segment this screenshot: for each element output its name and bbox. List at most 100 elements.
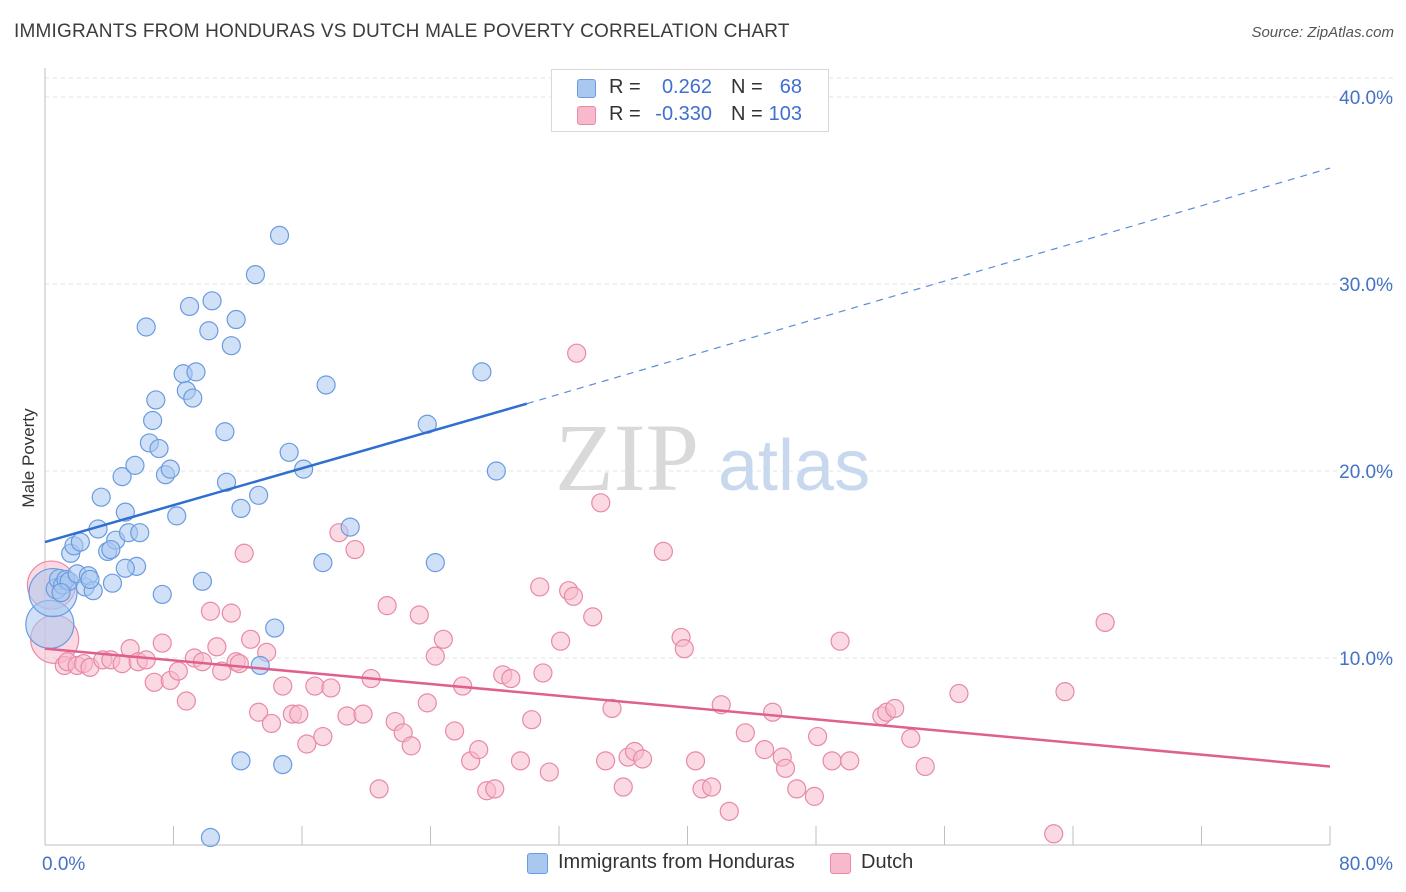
data-point-dutch	[176, 691, 196, 711]
data-point-honduras	[179, 296, 200, 317]
data-point-dutch	[685, 751, 706, 771]
data-point-dutch	[221, 603, 241, 623]
legend-swatch-dutch	[577, 106, 596, 125]
data-point-honduras	[101, 539, 121, 560]
tick-labels: 10.0% 20.0% 30.0% 40.0% 0.0% 80.0%	[42, 88, 1393, 875]
data-point-dutch	[885, 698, 905, 719]
legend-n-label: N =	[731, 76, 763, 98]
legend-r-label: R =	[609, 76, 641, 98]
data-point-dutch	[321, 678, 341, 698]
legend-row-dutch: R = -0.330 N = 103	[552, 102, 828, 128]
data-point-dutch	[613, 777, 633, 797]
watermark-zip: ZIP	[555, 404, 699, 511]
data-point-honduras	[486, 461, 506, 481]
legend-n-value: 68	[779, 76, 802, 98]
data-point-dutch	[787, 779, 807, 799]
data-point-honduras	[160, 459, 180, 479]
data-point-honduras	[316, 375, 336, 395]
data-point-honduras	[226, 309, 246, 330]
chart-title: IMMIGRANTS FROM HONDURAS VS DUTCH MALE P…	[14, 21, 790, 42]
data-point-dutch	[485, 779, 505, 799]
data-point-dutch	[212, 661, 232, 681]
data-point-honduras	[200, 827, 221, 848]
trendline-honduras-extension	[526, 167, 1331, 405]
data-point-honduras	[149, 438, 169, 459]
data-point-honduras	[152, 584, 172, 605]
chart-source: Source: ZipAtlas.com	[1251, 24, 1394, 41]
data-point-dutch	[401, 736, 421, 756]
data-point-honduras	[80, 569, 100, 590]
legend-label-dutch: Dutch	[861, 851, 914, 873]
data-point-honduras	[199, 321, 219, 341]
watermark-atlas: atlas	[718, 426, 870, 506]
data-point-dutch	[241, 629, 261, 649]
data-point-honduras	[215, 422, 235, 442]
data-point-dutch	[249, 702, 269, 722]
data-point-honduras	[186, 362, 206, 382]
data-point-dutch	[1055, 682, 1075, 702]
data-point-dutch	[840, 751, 860, 771]
legend-r-value: 0.262	[661, 76, 712, 98]
data-point-dutch	[735, 723, 755, 743]
data-point-dutch	[305, 676, 325, 696]
legend-swatch-honduras	[577, 79, 596, 98]
data-point-honduras	[202, 291, 222, 311]
data-point-dutch	[369, 779, 389, 799]
legend-row-honduras: R = 0.262 N = 68	[552, 75, 828, 101]
data-point-honduras	[91, 487, 111, 507]
data-point-dutch	[409, 605, 429, 625]
data-point-dutch	[775, 758, 796, 778]
data-point-dutch	[207, 637, 227, 657]
data-point-dutch	[830, 631, 850, 651]
data-point-dutch	[674, 639, 694, 659]
data-point-dutch	[533, 663, 553, 683]
data-point-dutch	[763, 702, 783, 722]
data-point-honduras	[472, 362, 492, 382]
data-point-dutch	[234, 543, 254, 563]
data-point-honduras	[102, 573, 123, 593]
data-point-dutch	[808, 726, 828, 747]
data-point-dutch	[915, 756, 935, 777]
data-point-dutch	[719, 801, 739, 821]
data-point-dutch	[522, 710, 542, 730]
data-point-dutch	[313, 726, 333, 747]
data-point-dutch	[417, 693, 437, 713]
data-point-dutch	[168, 661, 188, 681]
data-point-dutch	[804, 786, 824, 806]
x-tick-label: 0.0%	[42, 854, 85, 875]
data-point-dutch	[337, 706, 357, 726]
data-point-dutch	[144, 672, 164, 692]
data-point-dutch	[539, 762, 559, 782]
data-point-honduras	[112, 467, 132, 487]
legend-r-value: -0.330	[655, 103, 712, 125]
data-point-dutch	[583, 607, 603, 627]
legend-swatch-dutch	[830, 853, 851, 874]
data-point-honduras	[249, 485, 269, 505]
data-point-dutch	[273, 676, 293, 696]
data-point-honduras	[231, 498, 251, 518]
y-tick-label: 10.0%	[1339, 649, 1393, 670]
data-point-dutch	[501, 668, 521, 689]
data-point-honduras	[265, 618, 285, 638]
data-point-honduras	[425, 553, 445, 573]
data-point-dutch	[653, 541, 674, 562]
series-dutch	[26, 343, 1115, 844]
data-point-dutch	[261, 713, 282, 734]
data-point-dutch	[1095, 612, 1115, 633]
data-point-dutch	[567, 343, 587, 363]
data-point-dutch	[595, 751, 616, 771]
data-point-honduras	[279, 442, 299, 462]
gridlines	[45, 77, 1395, 659]
data-point-dutch	[1044, 824, 1064, 844]
y-axis-label: Male Poverty	[19, 408, 38, 508]
series-honduras	[25, 225, 506, 848]
data-point-dutch	[152, 633, 172, 653]
data-point-honduras	[231, 751, 251, 771]
watermark: ZIP atlas	[555, 404, 870, 511]
data-point-honduras	[125, 455, 145, 475]
data-point-dutch	[551, 631, 571, 651]
legend-swatch-honduras	[527, 853, 548, 874]
data-point-dutch	[433, 629, 453, 649]
data-point-dutch	[136, 650, 156, 670]
data-point-dutch	[469, 740, 489, 760]
